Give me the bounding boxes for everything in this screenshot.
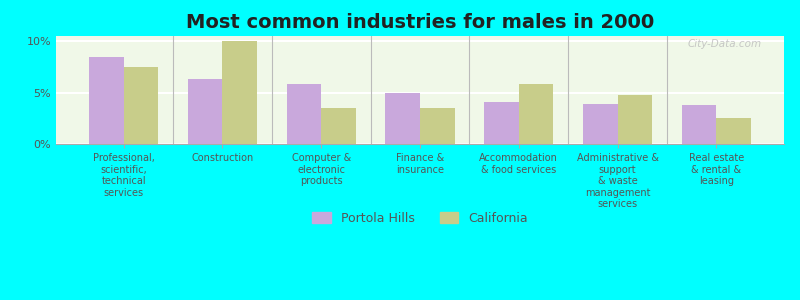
Bar [682,105,716,144]
Title: Most common industries for males in 2000: Most common industries for males in 2000 [186,13,654,32]
Bar [286,84,322,144]
Bar [420,108,454,144]
Bar [716,118,751,144]
Bar [124,67,158,144]
Bar [518,84,554,144]
Bar [618,94,652,144]
Text: City-Data.com: City-Data.com [688,39,762,49]
Legend: Portola Hills, California: Portola Hills, California [307,206,533,230]
Bar [188,79,222,144]
Bar [89,57,124,144]
Bar [583,104,618,144]
Bar [386,93,420,144]
Bar [322,108,356,144]
Bar [222,41,257,144]
Bar [484,102,518,144]
